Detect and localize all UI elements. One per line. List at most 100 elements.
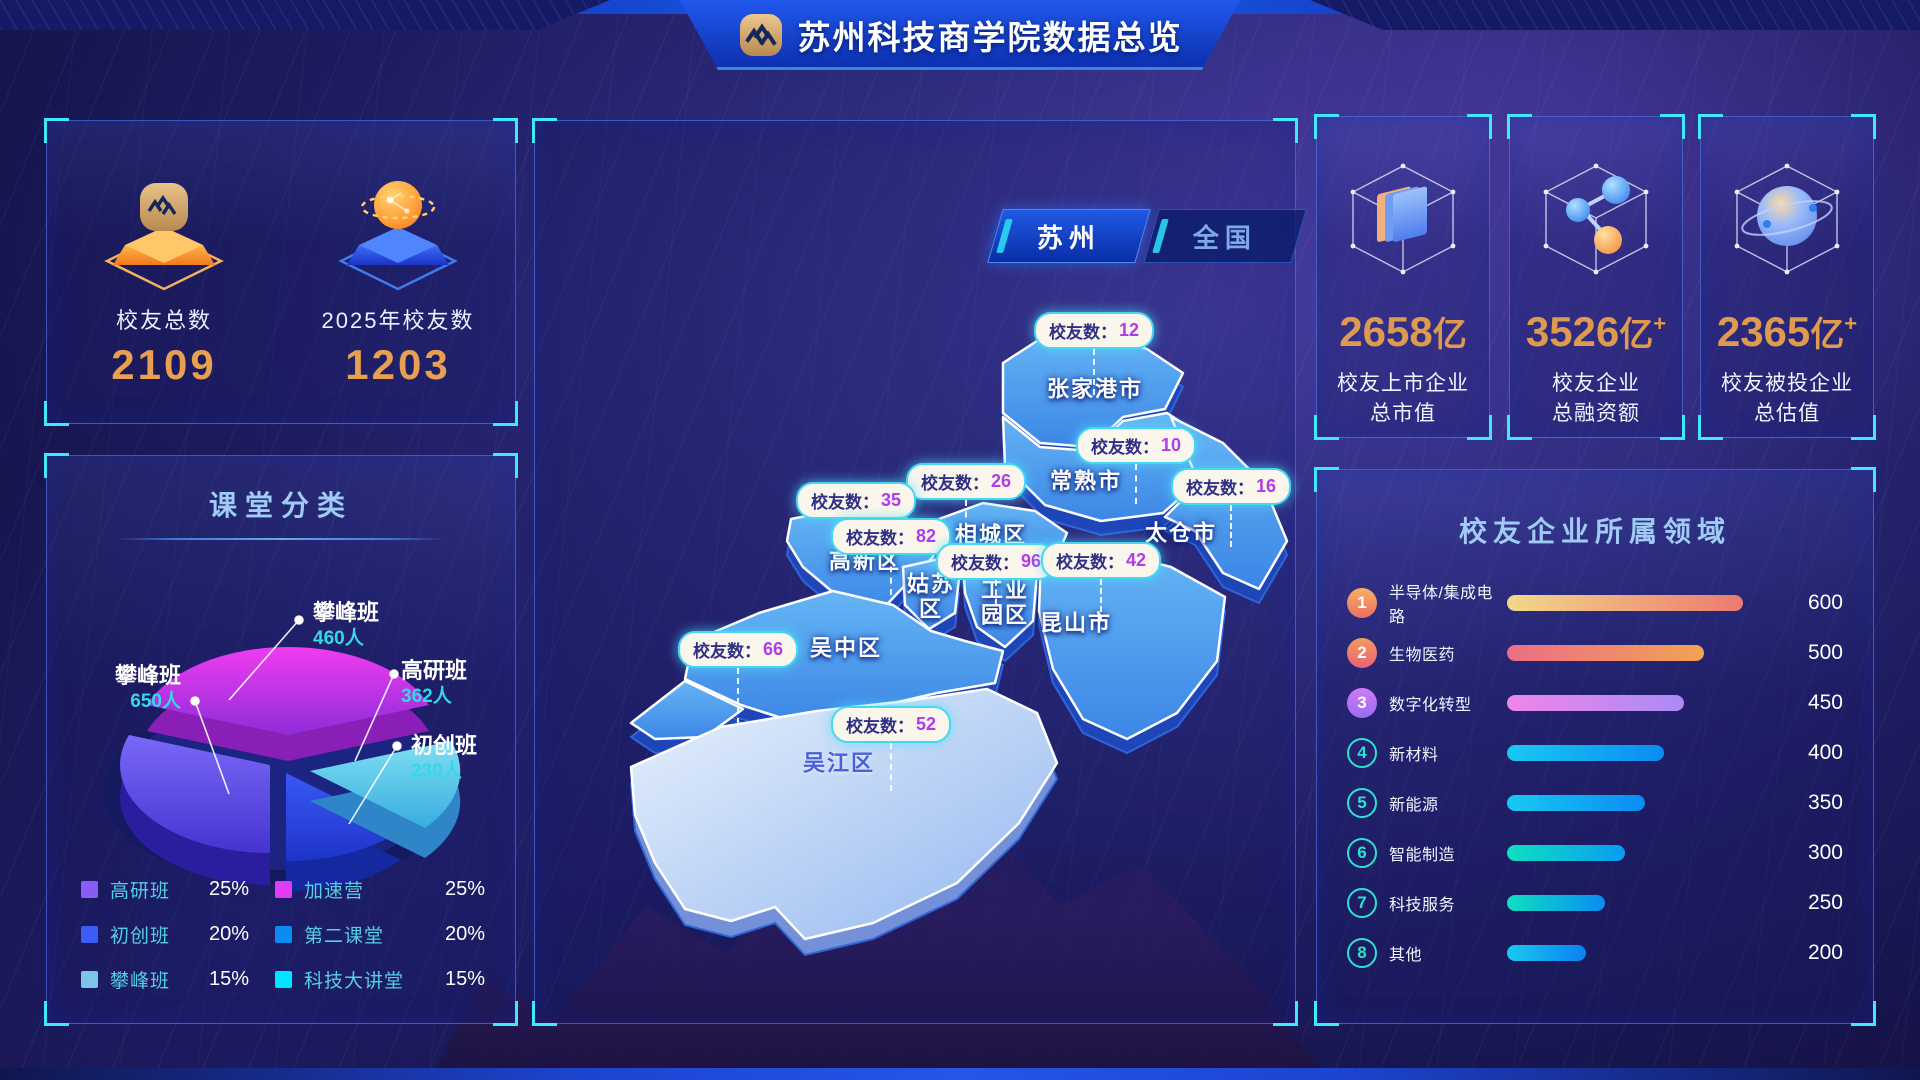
industry-label: 智能制造	[1389, 847, 1456, 864]
badge-leader-line	[1230, 505, 1232, 547]
badge-leader-line	[965, 500, 967, 540]
badge-prefix: 校友数：	[1090, 438, 1159, 457]
industry-label: 新能源	[1389, 797, 1439, 814]
industry-value: 250	[1807, 891, 1843, 914]
industry-row: 1 半导体/集成电路 600	[1347, 578, 1849, 628]
bar-zone	[1507, 895, 1747, 911]
legend-swatch	[81, 926, 98, 943]
legend-swatch	[81, 971, 98, 988]
alumni-count-badge: 校友数： 42	[1040, 542, 1162, 621]
header-wing-left	[0, 0, 610, 30]
badge-leader-line	[995, 580, 997, 614]
stat-label: 校友企业 总融资额	[1552, 372, 1640, 426]
stat-label: 校友上市企业 总市值	[1337, 372, 1469, 426]
badge-count: 16	[1255, 476, 1277, 496]
bar-zone	[1507, 945, 1747, 961]
legend-item: 加速营 25%	[275, 876, 485, 903]
school-logo-icon	[738, 12, 784, 58]
badge-count: 52	[915, 714, 937, 734]
bottom-accent-strip	[0, 1068, 1920, 1080]
industry-bar	[1507, 745, 1664, 761]
cube-planet-icon	[1717, 145, 1857, 295]
badge-pill: 校友数： 10	[1075, 427, 1197, 464]
legend-label: 科技大讲堂	[304, 971, 405, 992]
header-wing-right	[1310, 0, 1920, 30]
legend-label: 初创班	[110, 926, 171, 947]
industry-bar	[1507, 845, 1625, 861]
stat-value: 1203	[345, 341, 451, 388]
legend-label: 攀峰班	[110, 971, 171, 992]
badge-pill: 校友数： 35	[795, 482, 917, 519]
industry-row: 6 智能制造 300	[1347, 828, 1849, 878]
industry-value: 400	[1807, 741, 1843, 764]
industry-value: 600	[1807, 591, 1843, 614]
badge-count: 12	[1118, 320, 1140, 340]
alumni-count-badge: 校友数： 82	[830, 518, 952, 595]
industry-bar-chart: 1 半导体/集成电路 600 2 生物医药 500 3 数字化转型 450 4 …	[1347, 578, 1849, 978]
bar-zone	[1507, 845, 1747, 861]
cube-documents-icon	[1333, 145, 1473, 295]
alumni-count-badge: 校友数： 26	[905, 463, 1027, 540]
legend-label: 第二课堂	[304, 926, 385, 947]
legend-percent: 15%	[208, 968, 249, 990]
legend-item: 初创班 20%	[81, 921, 249, 948]
alumni-count-badge: 校友数： 10	[1075, 427, 1197, 504]
tab-suzhou[interactable]: 苏州	[987, 209, 1151, 263]
industry-value: 500	[1807, 641, 1843, 664]
industry-bar	[1507, 895, 1605, 911]
map-region-label: 工业 园区	[980, 577, 1030, 628]
rank-badge: 5	[1347, 788, 1377, 818]
industry-label: 生物医药	[1389, 647, 1456, 664]
stat-value: 2365亿+	[1716, 308, 1858, 355]
legend-item: 第二课堂 20%	[275, 921, 485, 948]
badge-prefix: 校友数：	[845, 529, 914, 548]
blue-pedestal-globe-icon	[338, 181, 458, 291]
pie-callout: 初创班 230人	[411, 733, 478, 782]
badge-pill: 校友数： 42	[1040, 542, 1162, 579]
industry-label: 半导体/集成电路	[1389, 585, 1493, 626]
industry-label: 其他	[1389, 947, 1423, 964]
pie-3d-svg	[104, 615, 461, 892]
bar-zone	[1507, 595, 1747, 611]
industry-row: 4 新材料 400	[1347, 728, 1849, 778]
badge-pill: 校友数： 66	[677, 631, 799, 668]
map-region-label: 太仓市	[1144, 520, 1218, 546]
alumni-count-badge: 校友数： 52	[830, 706, 952, 791]
industry-value: 450	[1807, 691, 1843, 714]
badge-leader-line	[1135, 464, 1137, 504]
pie-callout: 攀峰班 460人	[313, 600, 380, 649]
map-region-label: 吴江区	[802, 750, 876, 776]
panel-title: 课堂分类	[208, 490, 353, 521]
industry-bar	[1507, 595, 1743, 611]
legend-swatch	[81, 881, 98, 898]
badge-count: 26	[990, 471, 1012, 491]
badge-leader-line	[1100, 579, 1102, 621]
legend-percent: 20%	[444, 923, 485, 945]
badge-leader-line	[890, 743, 892, 791]
pie-legend: 高研班 25% 初创班 20% 攀峰班 15% 加速营 25% 第二课堂 20%…	[81, 876, 485, 993]
bar-zone	[1507, 645, 1747, 661]
badge-prefix: 校友数：	[950, 554, 1019, 573]
map-region-label: 吴中区	[809, 635, 883, 661]
legend-label: 加速营	[304, 881, 365, 902]
industry-row: 2 生物医药 500	[1347, 628, 1849, 678]
panel-title: 校友企业所属领域	[1458, 516, 1731, 547]
tab-national[interactable]: 全国	[1143, 209, 1307, 263]
badge-leader-line	[737, 668, 739, 724]
badge-leader-line	[890, 555, 892, 595]
stat-label: 2025年校友数	[321, 308, 475, 333]
badge-count: 42	[1125, 550, 1147, 570]
map-region-label: 常熟市	[1049, 468, 1123, 494]
badge-pill: 校友数： 16	[1170, 468, 1292, 505]
industry-value: 300	[1807, 841, 1843, 864]
badge-count: 82	[915, 526, 937, 546]
pie-chart	[57, 586, 507, 896]
badge-prefix: 校友数：	[692, 642, 761, 661]
stat-label: 校友总数	[115, 308, 212, 333]
industry-label: 科技服务	[1389, 897, 1456, 914]
rank-badge: 6	[1347, 838, 1377, 868]
legend-swatch	[275, 881, 292, 898]
badge-count: 10	[1160, 435, 1182, 455]
map-scope-tabs: 苏州 全国	[987, 209, 1307, 263]
